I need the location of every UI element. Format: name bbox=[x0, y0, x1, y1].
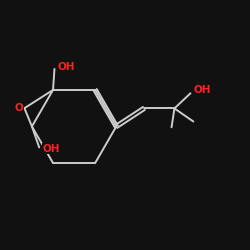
Text: OH: OH bbox=[193, 85, 211, 95]
Text: OH: OH bbox=[43, 144, 60, 154]
Text: OH: OH bbox=[58, 62, 76, 72]
Text: O: O bbox=[15, 103, 24, 113]
